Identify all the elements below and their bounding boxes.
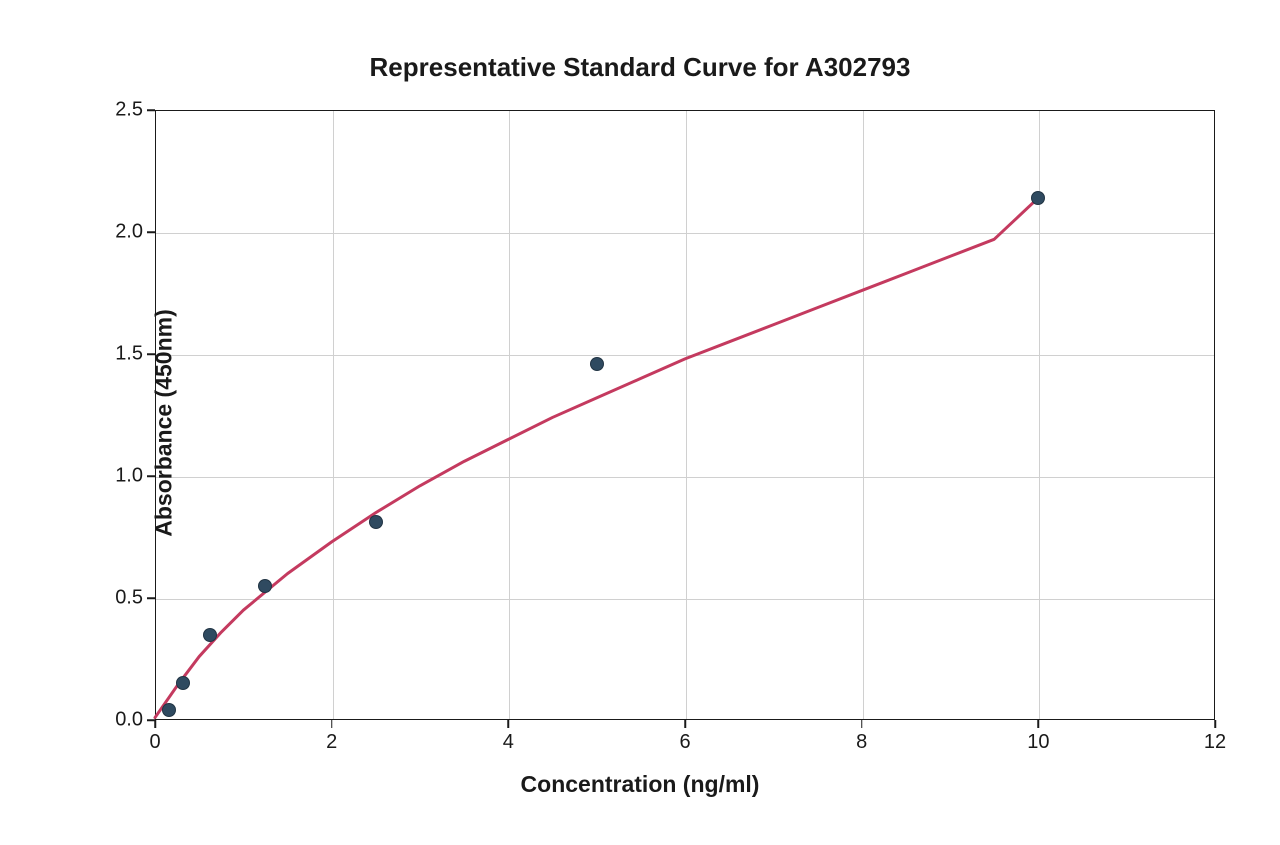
curve-line — [155, 110, 1215, 720]
data-point — [1031, 191, 1045, 205]
x-tick — [154, 720, 156, 728]
y-tick-label: 0.0 — [115, 709, 143, 732]
x-tick — [1214, 720, 1216, 728]
y-tick-label: 0.5 — [115, 587, 143, 610]
data-point — [203, 628, 217, 642]
x-tick — [508, 720, 510, 728]
y-axis-label: Absorbance (450nm) — [150, 309, 177, 537]
data-point — [162, 703, 176, 717]
y-tick — [147, 231, 155, 233]
x-axis-label: Concentration (ng/ml) — [0, 771, 1280, 798]
x-tick-label: 6 — [679, 731, 690, 754]
y-tick-label: 1.5 — [115, 343, 143, 366]
x-tick-label: 12 — [1204, 731, 1226, 754]
x-tick-label: 8 — [856, 731, 867, 754]
x-tick-label: 4 — [503, 731, 514, 754]
x-tick — [861, 720, 863, 728]
y-tick-label: 1.0 — [115, 465, 143, 488]
x-tick — [684, 720, 686, 728]
x-tick — [1038, 720, 1040, 728]
data-point — [369, 515, 383, 529]
x-tick — [331, 720, 333, 728]
y-tick-label: 2.0 — [115, 221, 143, 244]
data-point — [590, 357, 604, 371]
chart-container: Representative Standard Curve for A30279… — [0, 0, 1280, 845]
x-tick-label: 0 — [149, 731, 160, 754]
data-point — [258, 579, 272, 593]
data-point — [176, 676, 190, 690]
y-tick-label: 2.5 — [115, 99, 143, 122]
chart-title: Representative Standard Curve for A30279… — [0, 52, 1280, 83]
x-tick-label: 10 — [1027, 731, 1049, 754]
y-tick — [147, 719, 155, 721]
y-tick — [147, 597, 155, 599]
y-tick — [147, 109, 155, 111]
x-tick-label: 2 — [326, 731, 337, 754]
